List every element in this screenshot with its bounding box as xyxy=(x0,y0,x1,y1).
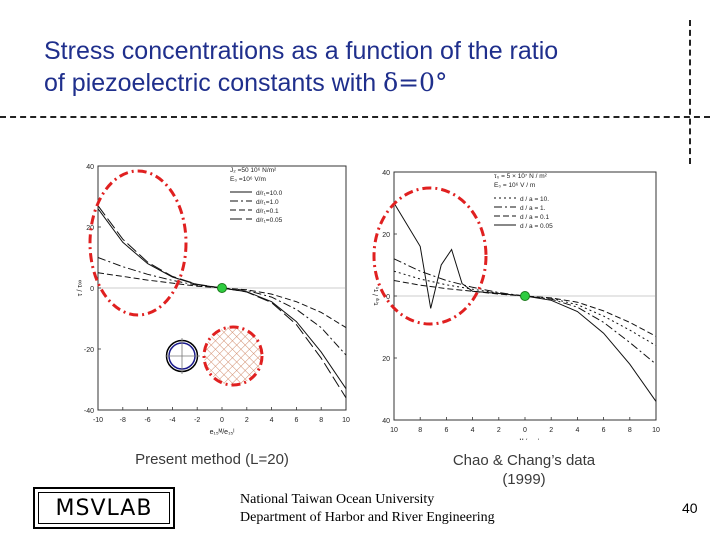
y-tick-label: -20 xyxy=(84,347,94,354)
caption-present-method: Present method (L=20) xyxy=(135,451,289,468)
legend-header-text: τ₀ = 5 × 10⁷ N / m² xyxy=(494,173,548,180)
series-line-1 xyxy=(393,270,657,347)
x-tick-label: -2 xyxy=(194,417,200,424)
title-line-2: of piezoelectric constants with xyxy=(44,69,384,97)
x-axis-label: e₁₅ᴹ / e₁₅ᴵ xyxy=(511,439,540,440)
y-tick-label: 40 xyxy=(382,170,390,177)
horizontal-dashed-divider xyxy=(0,116,710,118)
y-tick-label: -40 xyxy=(84,408,94,415)
series-line-3 xyxy=(97,272,347,329)
x-tick-label: 6 xyxy=(294,417,298,424)
legend-entry: d/r₁=1.0 xyxy=(256,199,279,206)
x-tick-label: 8 xyxy=(319,417,323,424)
slide-title: Stress concentrations as a function of t… xyxy=(44,36,684,99)
y-axis-label: τᵣᵩ / τ₀ xyxy=(373,286,380,305)
x-tick-label: 2 xyxy=(549,427,553,434)
series-line-4 xyxy=(393,202,657,402)
legend-entry: d / a = 0.05 xyxy=(520,223,553,230)
legend-entry: d / a = 0.1 xyxy=(520,214,549,221)
x-tick-label: -8 xyxy=(120,417,126,424)
x-tick-label: 10 xyxy=(390,427,398,434)
present-method-chart: -10 -8 -6 -4 -2 0 2 4 6 8 10 40 20 0 -20 -40 e₁₅ᴹ/e₁₅ᴵ τ … xyxy=(50,158,355,440)
series-line-3 xyxy=(393,280,657,337)
x-tick-label: -6 xyxy=(144,417,150,424)
msvlab-logo-text: MSVLAB xyxy=(38,492,170,524)
caption-chao-chang: Chao & Chang’s data (1999) xyxy=(414,451,634,489)
title-line-1: Stress concentrations as a function of t… xyxy=(44,37,559,65)
y-tick-label: 20 xyxy=(382,232,390,239)
legend-entry: d / a = 10. xyxy=(520,196,549,203)
title-delta-symbol: δ=0° xyxy=(383,68,448,97)
x-tick-label: 4 xyxy=(471,427,475,434)
vertical-dashed-divider xyxy=(689,20,691,164)
x-tick-label: 2 xyxy=(245,417,249,424)
x-tick-label: 8 xyxy=(628,427,632,434)
x-tick-label: -10 xyxy=(93,417,103,424)
y-tick-label: 20 xyxy=(382,356,390,363)
x-tick-label: 10 xyxy=(652,427,660,434)
y-tick-label: 0 xyxy=(90,286,94,293)
legend-entry: d / a = 1. xyxy=(520,205,546,212)
legend-entry: d/r₁=0.05 xyxy=(256,217,283,224)
x-tick-label: 6 xyxy=(602,427,606,434)
institution-line-1: National Taiwan Ocean University xyxy=(240,492,435,507)
legend-header-text: J₂ =50 10⁶ N/m² xyxy=(230,167,277,174)
institution-line-2: Department of Harbor and River Engineeri… xyxy=(240,510,495,525)
legend-header-text: E₀ =10⁶ V/m xyxy=(230,176,266,183)
x-tick-label: 8 xyxy=(418,427,422,434)
y-tick-label: 40 xyxy=(86,164,94,171)
legend-header-text: E₀ = 10⁶ V / m xyxy=(494,182,535,189)
present-method-chart-svg: -10 -8 -6 -4 -2 0 2 4 6 8 1040200-20-40e₁₅ᴹ/e₁₅ᴵτ … xyxy=(77,164,350,436)
legend-entry: d/r₁=0.1 xyxy=(256,208,279,215)
x-tick-label: 0 xyxy=(523,427,527,434)
y-tick-label: 0 xyxy=(386,294,390,301)
chao-chang-chart-svg: 1086420246810402002040e₁₅ᴹ / e₁₅ᴵτᵣᵩ / τ… xyxy=(372,170,660,446)
x-axis-label: e₁₅ᴹ/e₁₅ᴵ xyxy=(210,429,235,436)
x-tick-label: -4 xyxy=(169,417,175,424)
highlight-ellipse xyxy=(372,186,488,326)
legend-entry: d/r₁=10.0 xyxy=(256,190,283,197)
y-tick-label: 40 xyxy=(382,418,390,425)
x-tick-label: 4 xyxy=(270,417,274,424)
chao-chang-chart: 1086420246810402002040e₁₅ᴹ / e₁₅ᴵτᵣᵩ / τ… xyxy=(366,158,678,446)
x-tick-label: 2 xyxy=(497,427,501,434)
x-tick-label: 0 xyxy=(220,417,224,424)
origin-marker xyxy=(520,291,530,301)
y-axis-label: τ / τ∞ xyxy=(77,280,84,296)
msvlab-logo: MSVLAB xyxy=(33,487,175,529)
x-tick-label: 6 xyxy=(444,427,448,434)
highlight-ellipse xyxy=(88,169,188,317)
institution-text: National Taiwan Ocean University Departm… xyxy=(240,491,495,527)
origin-marker xyxy=(217,283,227,293)
large-hole-circle xyxy=(202,325,264,387)
page-number: 40 xyxy=(682,500,698,516)
caption-chao-chang-line-1: Chao & Chang’s data xyxy=(452,452,596,469)
caption-chao-chang-line-2: (1999) xyxy=(502,471,546,488)
x-tick-label: 10 xyxy=(342,417,350,424)
x-tick-label: 4 xyxy=(575,427,579,434)
